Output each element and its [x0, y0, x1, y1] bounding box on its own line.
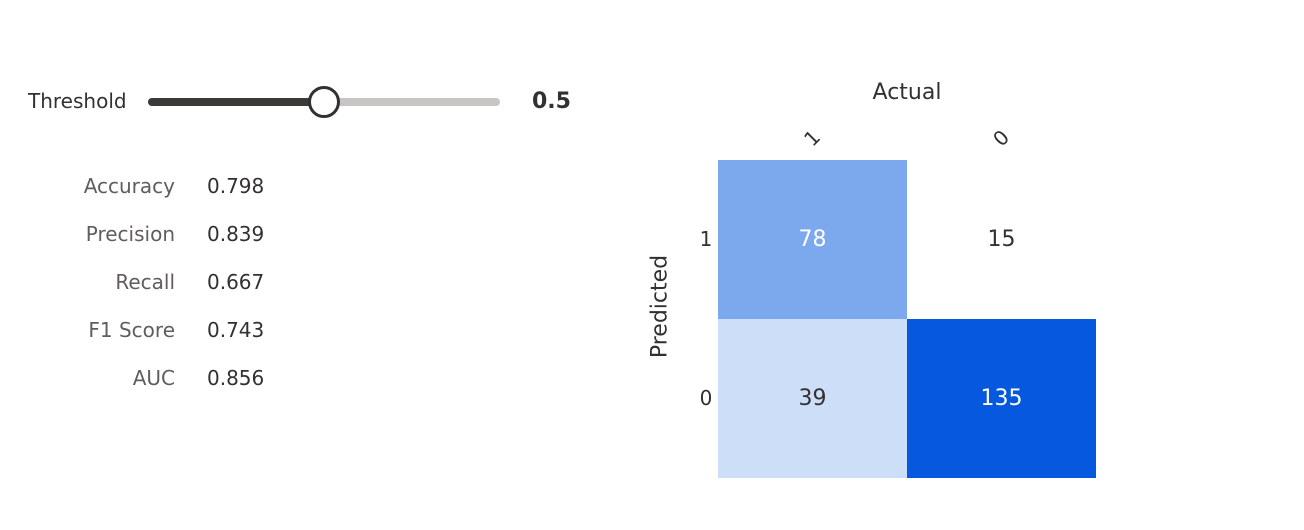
- metric-row-accuracy: Accuracy 0.798: [40, 162, 265, 210]
- metric-value: 0.667: [207, 270, 265, 294]
- metrics-list: Accuracy 0.798 Precision 0.839 Recall 0.…: [40, 162, 265, 402]
- heatmap-grid: 78 15 39 135: [718, 160, 1096, 478]
- x-axis-title: Actual: [872, 80, 942, 105]
- metric-label: Precision: [85, 222, 175, 246]
- metric-row-auc: AUC 0.856: [40, 354, 265, 402]
- heatmap-cell: 78: [718, 160, 907, 319]
- threshold-slider-track[interactable]: [148, 86, 500, 118]
- metric-row-precision: Precision 0.839: [40, 210, 265, 258]
- metric-label: F1 Score: [88, 318, 175, 342]
- x-tick-label: 1: [799, 125, 825, 151]
- metric-value: 0.743: [207, 318, 265, 342]
- threshold-value: 0.5: [532, 89, 571, 114]
- threshold-slider-fill: [148, 98, 324, 106]
- metric-label: AUC: [132, 366, 175, 390]
- metric-value: 0.839: [207, 222, 265, 246]
- y-tick-label: 0: [699, 386, 713, 410]
- threshold-control: Threshold 0.5: [28, 82, 588, 122]
- metric-row-f1-score: F1 Score 0.743: [40, 306, 264, 354]
- metric-value: 0.856: [207, 366, 265, 390]
- heatmap-cell: 39: [718, 319, 907, 478]
- heatmap-cell: 15: [907, 160, 1096, 319]
- metric-label: Accuracy: [83, 174, 175, 198]
- threshold-slider-thumb[interactable]: [308, 86, 340, 118]
- metric-label: Recall: [115, 270, 175, 294]
- heatmap-cell: 135: [907, 319, 1096, 478]
- metric-value: 0.798: [207, 174, 265, 198]
- confusion-matrix: Actual 1 0 Predicted 1 0 78 15 39 135: [640, 70, 1120, 500]
- x-tick-label: 0: [988, 125, 1014, 151]
- threshold-label: Threshold: [28, 89, 127, 113]
- y-axis-title: Predicted: [647, 254, 673, 359]
- metric-row-recall: Recall 0.667: [40, 258, 264, 306]
- y-tick-label: 1: [699, 227, 713, 251]
